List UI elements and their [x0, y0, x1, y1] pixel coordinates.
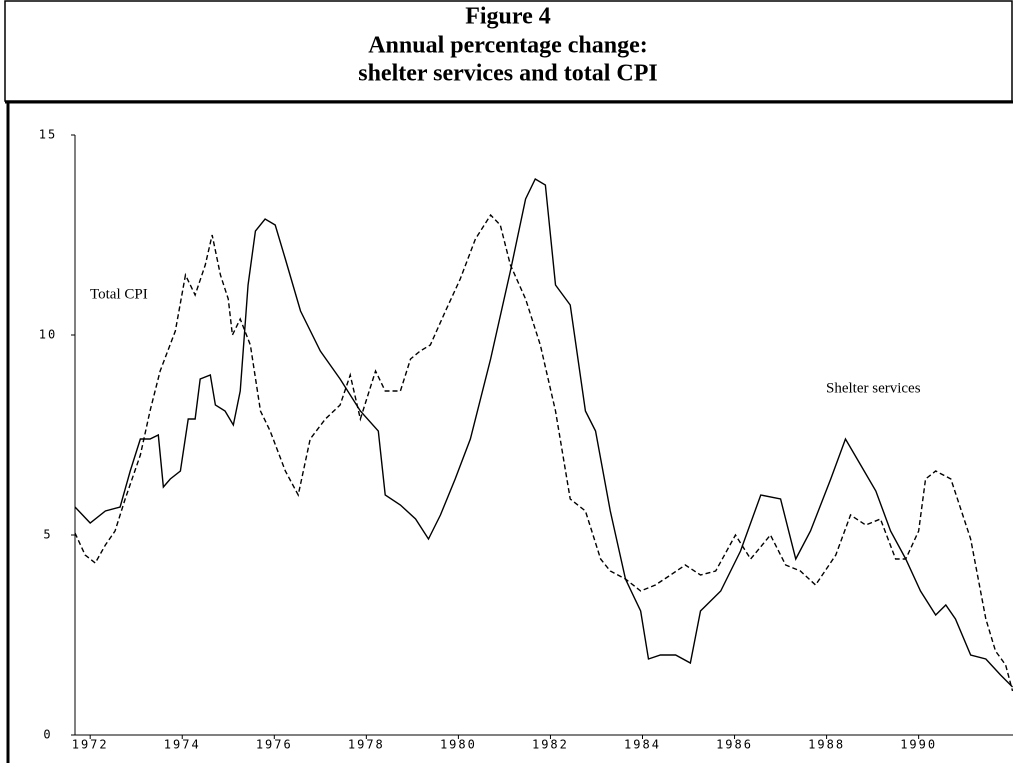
series-line — [74, 178, 1013, 688]
series-label: Shelter services — [826, 380, 921, 396]
y-tick-label: 15 — [39, 128, 57, 142]
series-label: Total CPI — [90, 286, 148, 302]
chart-subtitle: shelter services and total CPI — [358, 61, 658, 87]
x-tick-label: 1978 — [348, 738, 385, 752]
y-tick-label: 10 — [39, 328, 57, 342]
x-tick-label: 1988 — [808, 738, 845, 752]
x-tick-label: 1990 — [900, 738, 937, 752]
chart-title: Figure 4 — [465, 4, 551, 30]
chart-subtitle: Annual percentage change: — [368, 33, 648, 59]
x-tick-label: 1980 — [440, 738, 477, 752]
x-tick-label: 1982 — [532, 738, 569, 752]
x-tick-label: 1976 — [256, 738, 293, 752]
y-tick-label: 5 — [43, 528, 52, 542]
x-tick-label: 1984 — [624, 738, 661, 752]
x-tick-label: 1972 — [72, 738, 109, 752]
series-line — [74, 213, 1013, 692]
y-tick-label: 0 — [43, 728, 52, 742]
x-tick-label: 1974 — [164, 738, 201, 752]
x-tick-label: 1986 — [716, 738, 753, 752]
